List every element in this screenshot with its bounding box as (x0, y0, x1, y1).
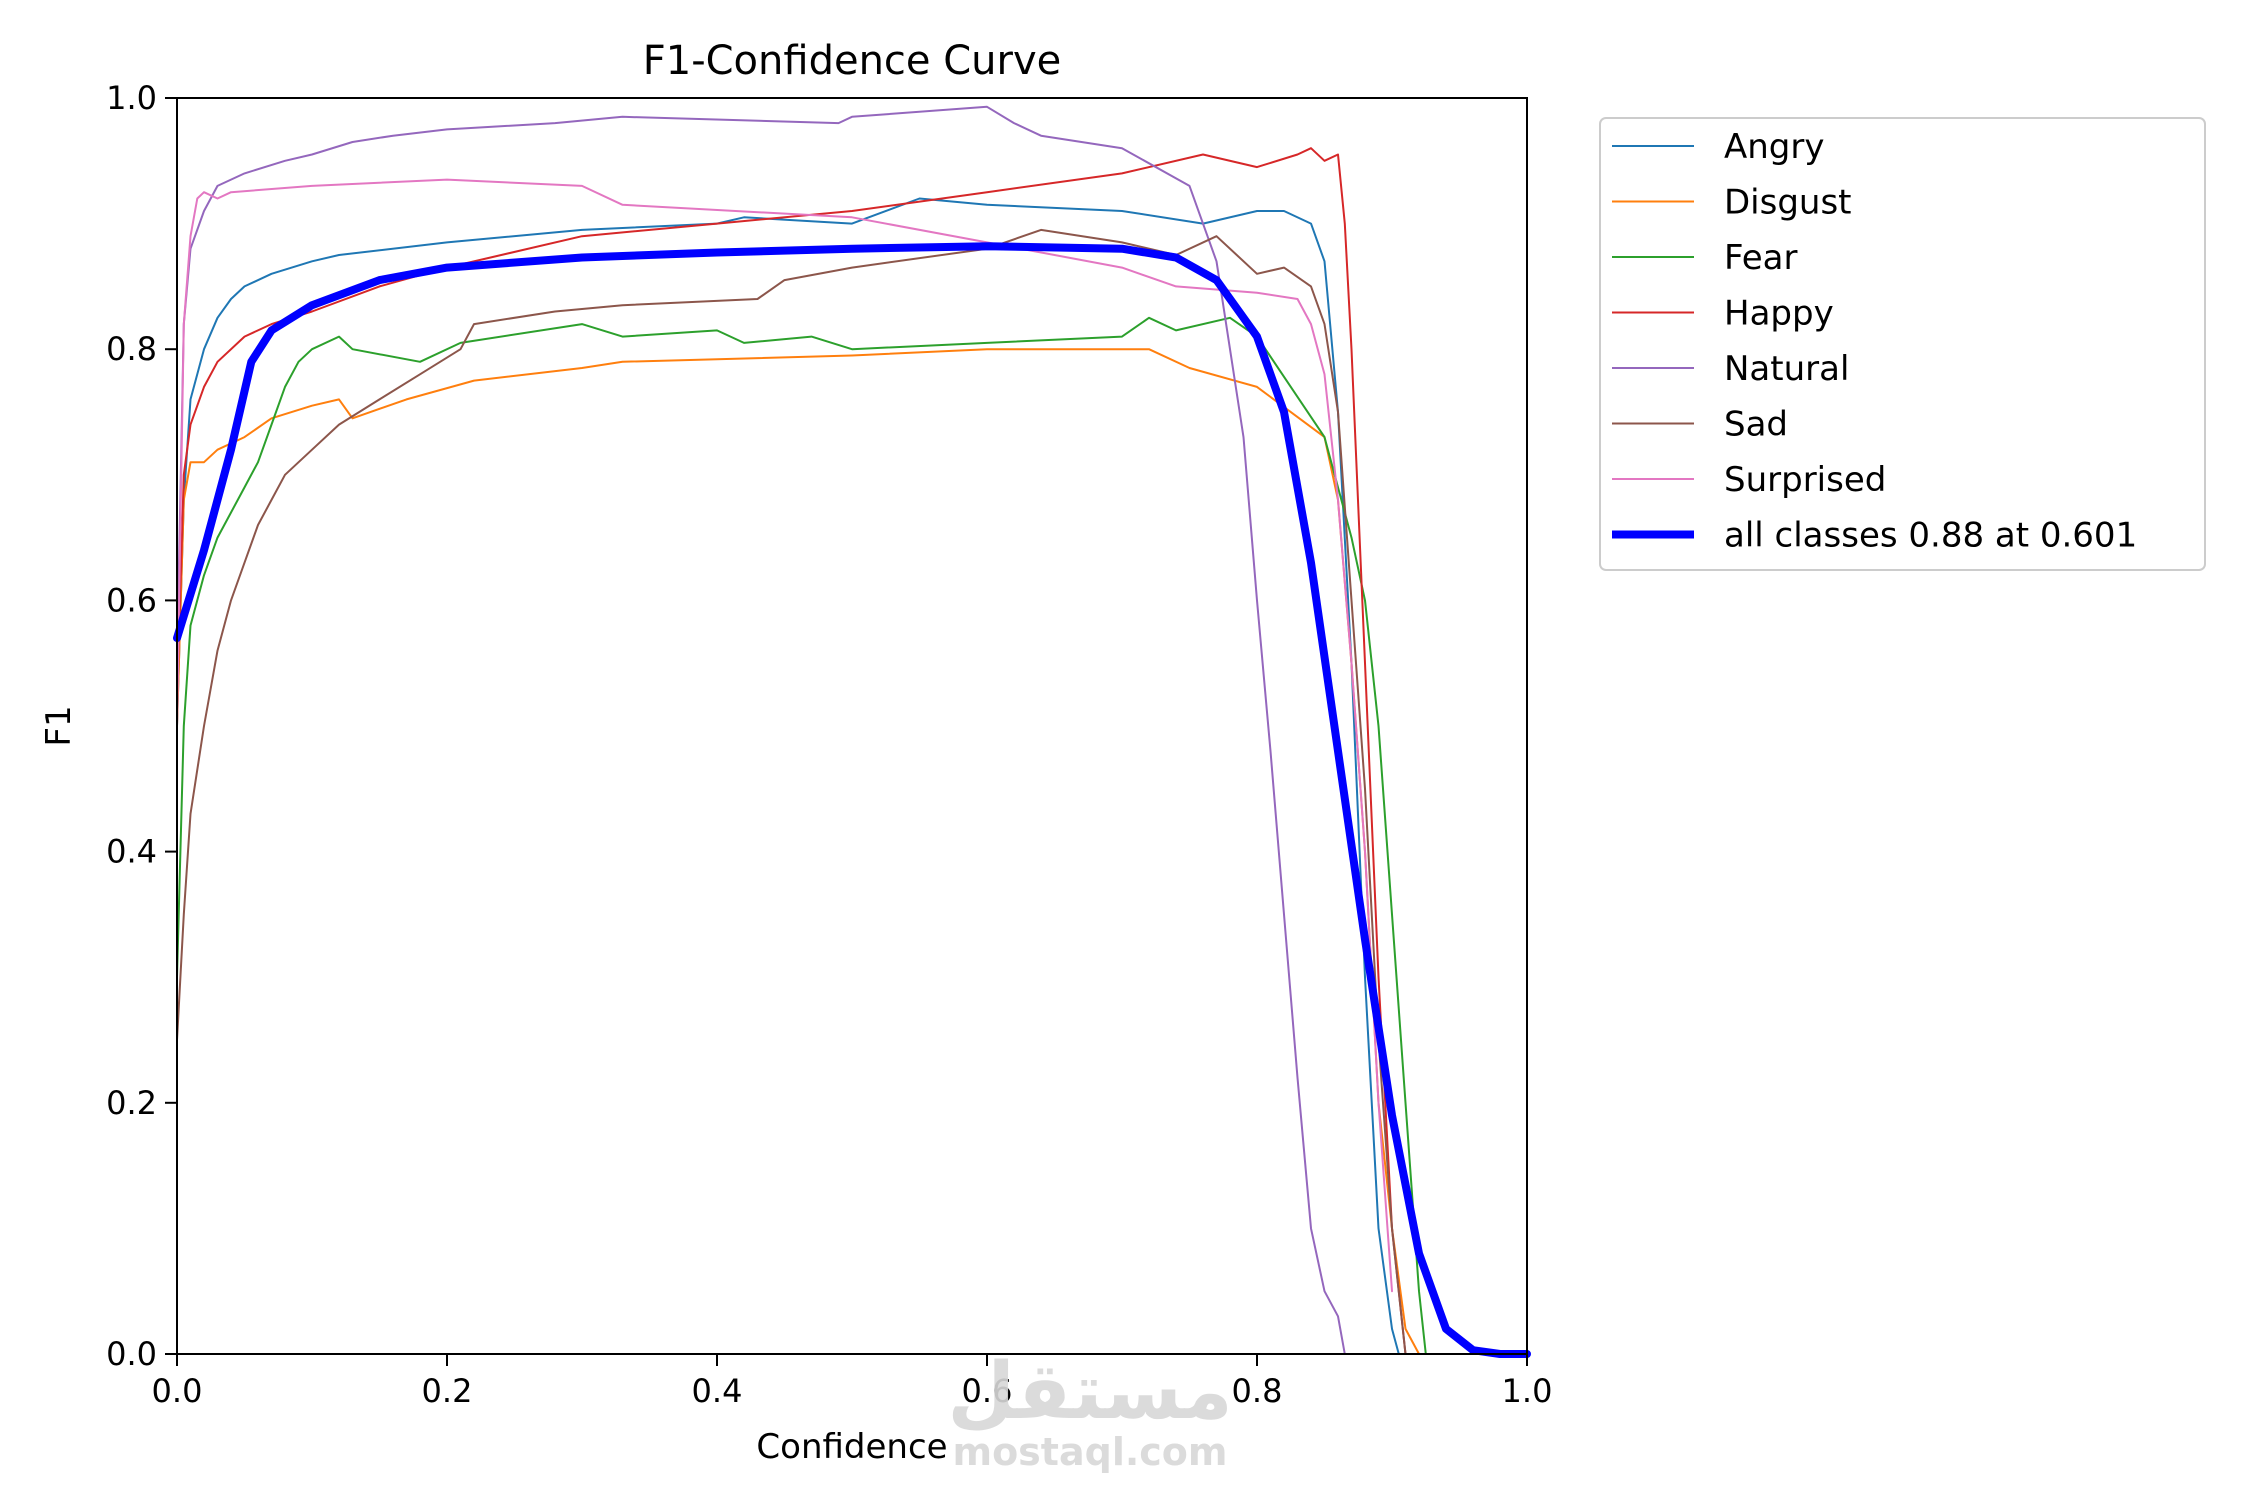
series-line-6 (176, 178, 1393, 1293)
y-tick-label: 0.8 (106, 330, 157, 368)
series-line-4 (176, 105, 1353, 1355)
y-axis-title: F1 (39, 705, 79, 746)
x-axis-ticks: 0.0 0.2 0.4 0.6 0.8 1.0 (152, 1354, 1553, 1410)
x-axis-title: Confidence (756, 1427, 947, 1467)
watermark-logo: مستقل mostaql.com (947, 1347, 1232, 1474)
x-tick-label: 0.8 (1232, 1372, 1283, 1410)
series-line-5 (176, 228, 1407, 1355)
y-tick-label: 0.0 (106, 1335, 157, 1373)
series-line-7 (173, 242, 1531, 1358)
y-tick-label: 0.4 (106, 833, 157, 871)
legend: Angry Disgust Fear Happy Natural Sad Surprised… (1599, 117, 2206, 571)
legend-label: Happy (1724, 294, 1834, 334)
x-tick-label: 1.0 (1502, 1372, 1553, 1410)
legend-label: Disgust (1724, 183, 1852, 223)
watermark-arabic: مستقل (947, 1347, 1232, 1437)
x-tick-label: 0.4 (692, 1372, 743, 1410)
y-tick-label: 0.2 (106, 1084, 157, 1122)
chart-title: F1-Confidence Curve (643, 38, 1062, 84)
plot-frame (176, 97, 1528, 1355)
series-line-2 (176, 316, 1434, 1355)
x-tick-label: 0.2 (422, 1372, 473, 1410)
legend-label: Angry (1724, 127, 1825, 167)
x-tick-label: 0.6 (962, 1372, 1013, 1410)
y-tick-label: 1.0 (106, 79, 157, 117)
legend-label: Natural (1724, 349, 1849, 389)
y-axis-ticks: 0.0 0.2 0.4 0.6 0.8 1.0 (106, 79, 177, 1373)
legend-label: Surprised (1724, 460, 1886, 500)
legend-label: Fear (1724, 238, 1797, 278)
watermark-latin: mostaql.com (952, 1430, 1227, 1474)
legend-label: Sad (1724, 405, 1788, 445)
series-layer (173, 105, 1531, 1358)
series-line-0 (176, 197, 1407, 1355)
x-tick-label: 0.0 (152, 1372, 203, 1410)
series-line-3 (176, 147, 1407, 1355)
legend-label: all classes 0.88 at 0.601 (1724, 516, 2137, 556)
y-tick-label: 0.6 (106, 581, 157, 619)
legend-items: Angry Disgust Fear Happy Natural Sad Surprised… (1612, 127, 2137, 556)
legend-box (1599, 117, 2206, 571)
